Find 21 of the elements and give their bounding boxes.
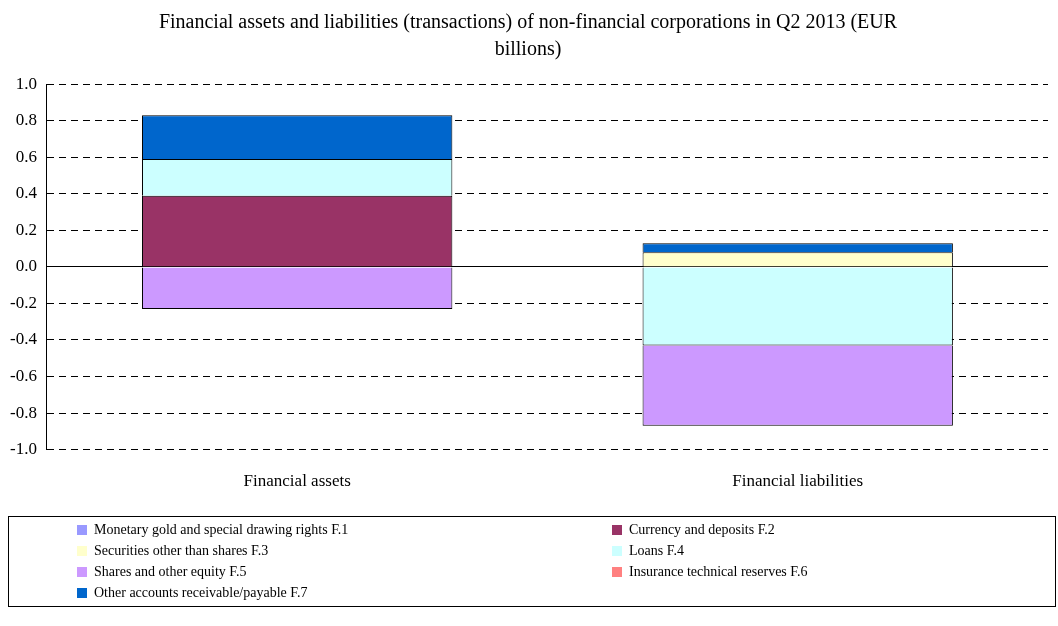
y-tick-label: -0.4 <box>9 329 38 349</box>
y-tick-label: 0.2 <box>15 219 37 239</box>
legend-label: Shares and other equity F.5 <box>94 563 247 581</box>
y-tick-label: 0.4 <box>15 183 38 203</box>
y-tick-label: 0.8 <box>15 110 37 130</box>
chart-title: Financial assets and liabilities (transactions) of non-financial corporations in Q2 2013 (EUR billions) <box>157 9 899 62</box>
legend-label: Loans F.4 <box>629 542 684 560</box>
x-tick-label: Financial assets <box>243 471 351 491</box>
legend-label: Insurance technical reserves F.6 <box>629 563 808 581</box>
y-tick-label: 0.6 <box>15 146 37 166</box>
y-tick-label: 1.0 <box>15 73 37 93</box>
y-tick-label: 0.0 <box>15 256 37 276</box>
legend-label: Other accounts receivable/payable F.7 <box>94 584 308 602</box>
x-tick-label: Financial liabilities <box>732 471 864 491</box>
y-tick-label: -0.6 <box>9 365 37 385</box>
y-tick-label: -0.2 <box>9 292 37 312</box>
legend-label: Securities other than shares F.3 <box>94 542 269 560</box>
legend-label: Currency and deposits F.2 <box>629 521 775 539</box>
legend-label: Monetary gold and special drawing rights F.1 <box>94 521 349 539</box>
y-tick-label: -1.0 <box>9 439 37 459</box>
y-tick-label: -0.8 <box>9 402 37 422</box>
